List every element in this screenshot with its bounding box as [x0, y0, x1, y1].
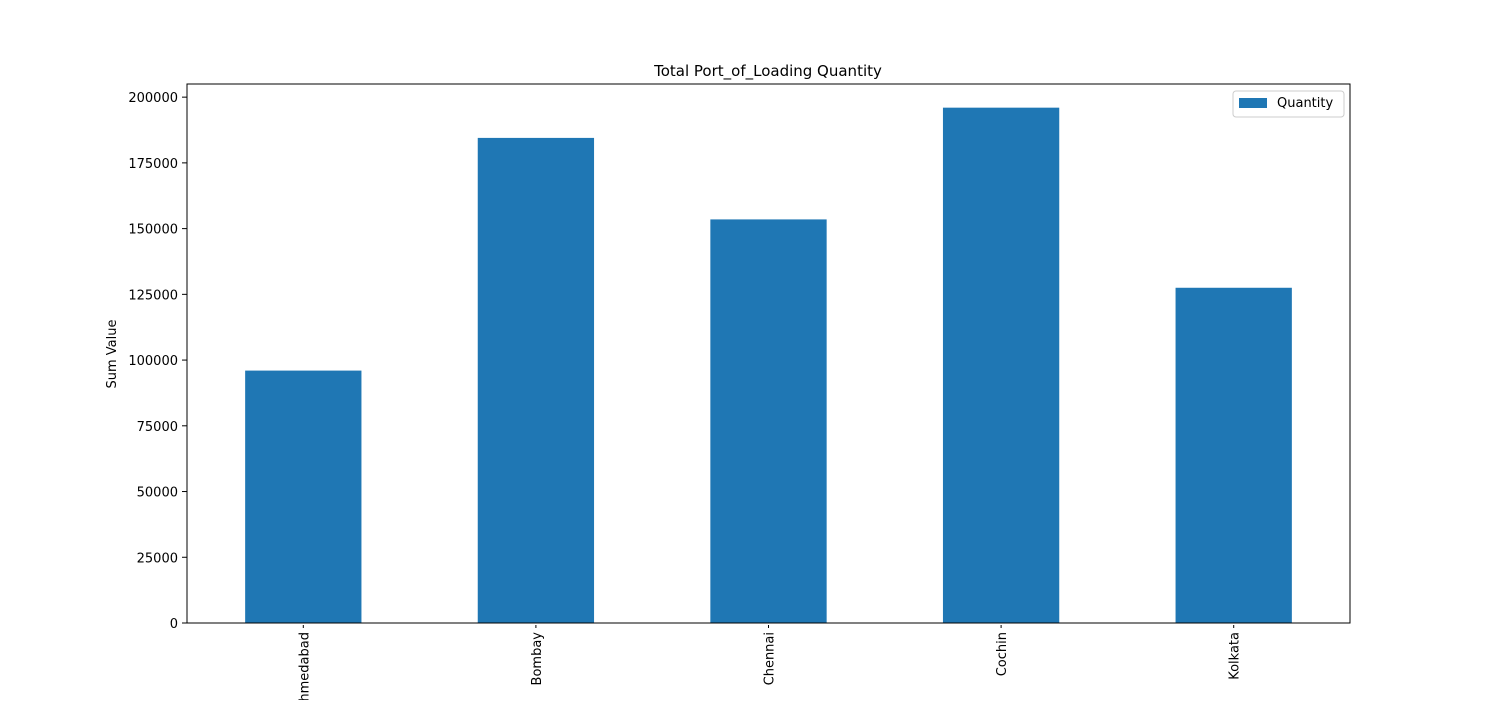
y-tick-label: 150000 — [128, 223, 178, 238]
y-axis: 0 25000 50000 75000 100000 125000 150000 175000… — [128, 91, 187, 632]
chart-title: Total Port_of_Loading Quantity — [653, 62, 882, 81]
x-axis: Ahmedabad Bombay Chennai Cochin Kolkata — [297, 625, 1243, 700]
bar-bombay — [477, 137, 595, 623]
y-tick-label: 100000 — [128, 354, 178, 369]
y-axis-title: Sum Value — [105, 320, 120, 389]
x-tick-label-cochin: Cochin — [995, 632, 1010, 676]
bar-kolkata — [1175, 287, 1292, 623]
y-tick-label: 25000 — [137, 551, 178, 566]
y-tick-label: 175000 — [128, 157, 178, 172]
y-tick-label: 75000 — [137, 420, 178, 435]
x-tick-label-ahmedabad: Ahmedabad — [297, 632, 312, 700]
bar-ahmedabad — [245, 370, 362, 623]
bar-chennai — [710, 219, 827, 623]
y-tick-label: 125000 — [128, 288, 178, 303]
plot-frame — [186, 83, 1351, 624]
legend-label: Quantity — [1277, 96, 1333, 111]
legend-swatch — [1239, 98, 1267, 108]
y-tick-label: 0 — [170, 617, 178, 632]
x-tick-label-bombay: Bombay — [530, 632, 545, 686]
bar-cochin — [942, 107, 1060, 624]
y-tick-label: 200000 — [128, 91, 178, 106]
legend: Quantity — [1232, 90, 1345, 118]
y-tick-label: 50000 — [137, 486, 178, 501]
legend-box — [1232, 90, 1345, 118]
x-tick-label-chennai: Chennai — [763, 632, 778, 685]
x-tick-label-kolkata: Kolkata — [1228, 632, 1243, 680]
bars-layer — [245, 107, 1292, 624]
